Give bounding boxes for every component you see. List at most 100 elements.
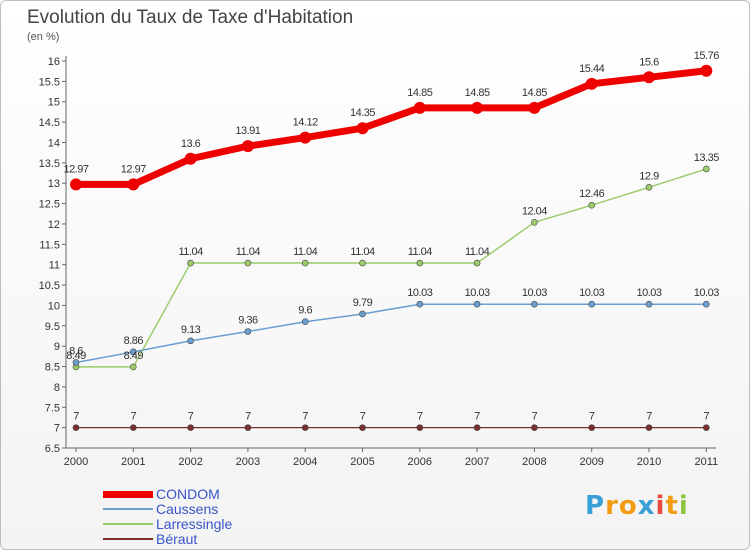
- data-point-larressingle: [301, 259, 309, 267]
- data-label-larressingle: 13.35: [694, 152, 719, 164]
- data-label-larressingle: 8.49: [124, 350, 144, 362]
- proxiti-logo: Proxiti: [585, 491, 689, 521]
- data-point-larressingle: [359, 259, 366, 267]
- data-label-condom: 13.91: [235, 125, 260, 137]
- data-label-condom: 14.35: [350, 107, 375, 119]
- data-point-caussens: [702, 300, 710, 308]
- data-point-condom: [700, 64, 713, 77]
- legend-swatch-beraut: [103, 538, 153, 540]
- x-tick-label: 2000: [64, 456, 88, 468]
- data-point-condom: [241, 140, 254, 153]
- x-tick-label: 2003: [236, 456, 260, 468]
- data-label-beraut: 7: [302, 411, 308, 423]
- legend-swatch-condom: [103, 491, 153, 498]
- data-point-caussens: [72, 359, 80, 366]
- data-point-caussens: [416, 300, 424, 308]
- data-label-beraut: 7: [703, 411, 709, 423]
- data-label-condom: 15.6: [639, 56, 659, 68]
- data-label-caussens: 8.6: [69, 345, 83, 357]
- logo-letter: o: [618, 491, 638, 521]
- data-label-larressingle: 11.04: [293, 246, 318, 258]
- data-point-caussens: [301, 318, 309, 326]
- data-point-condom: [356, 122, 369, 135]
- data-label-beraut: 7: [73, 411, 79, 423]
- data-label-beraut: 7: [646, 411, 652, 423]
- y-tick-label: 6.5: [45, 443, 60, 455]
- data-label-caussens: 10.03: [579, 287, 604, 299]
- data-point-condom: [585, 77, 598, 90]
- data-point-larressingle: [473, 259, 481, 267]
- data-point-condom: [643, 71, 655, 84]
- data-point-larressingle: [130, 363, 137, 371]
- data-point-beraut: [187, 424, 194, 431]
- data-point-caussens: [130, 348, 137, 356]
- legend-label-beraut: Béraut: [156, 531, 198, 547]
- data-point-caussens: [187, 337, 194, 345]
- data-point-beraut: [473, 424, 481, 431]
- data-label-caussens: 8.86: [124, 335, 144, 347]
- data-label-condom: 15.76: [694, 50, 719, 62]
- data-label-larressingle: 11.04: [236, 246, 261, 258]
- data-point-caussens: [473, 300, 481, 308]
- data-point-larressingle: [702, 165, 710, 173]
- data-label-larressingle: 8.49: [66, 350, 86, 362]
- data-label-beraut: 7: [532, 411, 538, 423]
- logo-letter: t: [665, 491, 679, 521]
- series-line-caussens: [75, 303, 708, 364]
- data-point-caussens: [359, 310, 366, 318]
- data-point-condom: [471, 101, 484, 114]
- data-label-larressingle: 11.04: [350, 246, 375, 258]
- y-tick-label: 12.5: [39, 199, 60, 211]
- data-point-beraut: [301, 424, 309, 431]
- y-tick-label: 12: [48, 219, 60, 231]
- y-tick-label: 8: [54, 382, 60, 394]
- data-point-beraut: [588, 424, 596, 431]
- x-tick-label: 2009: [579, 456, 603, 468]
- data-label-caussens: 9.13: [181, 324, 201, 336]
- y-tick-label: 7: [54, 423, 60, 435]
- chart-subtitle: (en %): [27, 31, 60, 43]
- logo-letter: x: [637, 491, 656, 521]
- y-tick-label: 13.5: [39, 158, 60, 170]
- data-point-caussens: [531, 300, 538, 308]
- x-tick-label: 2005: [350, 456, 374, 468]
- data-label-condom: 15.44: [579, 63, 604, 75]
- data-point-caussens: [588, 300, 596, 308]
- y-tick-label: 7.5: [45, 402, 60, 414]
- logo-letter: r: [605, 491, 619, 521]
- data-label-caussens: 10.03: [636, 287, 661, 299]
- data-label-larressingle: 11.04: [408, 246, 433, 258]
- data-point-beraut: [531, 424, 538, 431]
- logo-letter: P: [585, 491, 606, 521]
- data-label-larressingle: 11.04: [465, 246, 490, 258]
- x-tick-label: 2010: [637, 456, 661, 468]
- data-label-beraut: 7: [417, 411, 423, 423]
- data-point-beraut: [130, 424, 137, 431]
- y-tick-label: 14: [48, 137, 60, 149]
- data-point-larressingle: [244, 259, 252, 267]
- data-label-condom: 14.85: [407, 87, 432, 99]
- data-label-beraut: 7: [130, 411, 136, 423]
- data-point-larressingle: [416, 259, 424, 267]
- data-label-caussens: 10.03: [694, 287, 719, 299]
- legend-swatch-caussens: [103, 508, 153, 510]
- data-label-larressingle: 12.04: [522, 205, 547, 217]
- data-label-condom: 14.85: [465, 87, 490, 99]
- x-tick-label: 2006: [408, 456, 432, 468]
- data-point-condom: [528, 101, 541, 114]
- data-point-beraut: [416, 424, 424, 431]
- data-label-caussens: 10.03: [407, 287, 432, 299]
- data-label-caussens: 9.36: [238, 314, 258, 326]
- data-label-condom: 14.12: [293, 117, 318, 129]
- data-point-larressingle: [645, 183, 653, 191]
- y-tick-label: 9: [54, 341, 60, 353]
- data-point-condom: [299, 131, 312, 144]
- data-label-caussens: 9.6: [298, 305, 312, 317]
- data-point-larressingle: [531, 219, 538, 226]
- y-tick-label: 15: [48, 97, 60, 109]
- y-tick-label: 11: [49, 260, 60, 272]
- data-label-beraut: 7: [245, 411, 251, 423]
- legend-swatch-larressingle: [103, 523, 153, 525]
- y-tick-label: 8.5: [45, 362, 60, 374]
